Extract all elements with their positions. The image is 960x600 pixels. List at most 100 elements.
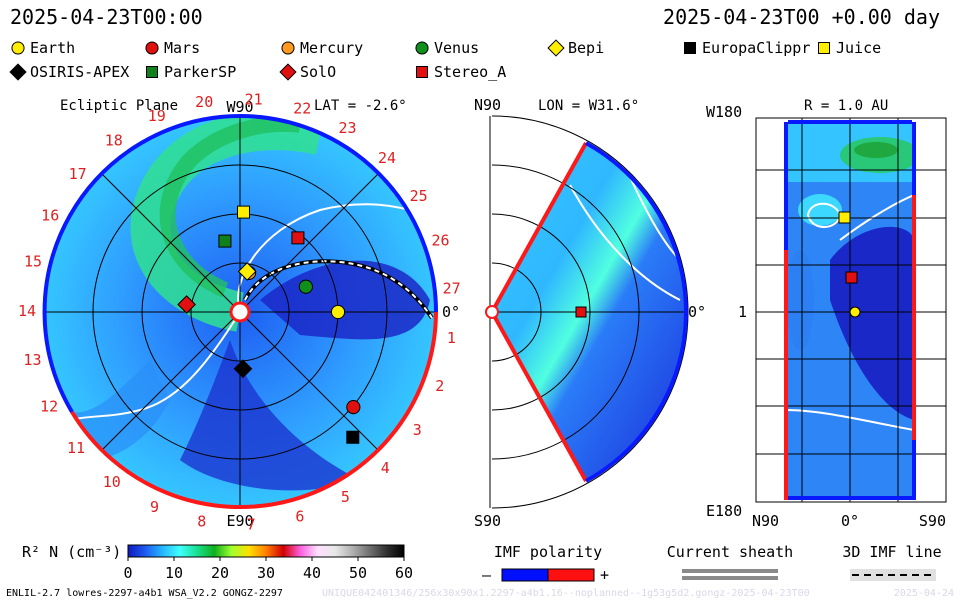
imf-line-title: 3D IMF line xyxy=(842,543,941,561)
europaclippr-marker-ecliptic xyxy=(346,430,360,444)
radial-x-label-0: 0° xyxy=(841,512,859,530)
carrington-label-6: 6 xyxy=(295,507,304,525)
stereo-a-marker-ecliptic xyxy=(291,231,305,245)
carrington-label-18: 18 xyxy=(105,131,123,149)
ecliptic-bottom-label: E90 xyxy=(226,512,253,530)
carrington-label-9: 9 xyxy=(150,498,159,516)
carrington-label-27: 27 xyxy=(443,279,461,297)
carrington-label-19: 19 xyxy=(148,107,166,125)
carrington-label-5: 5 xyxy=(341,488,350,506)
radial-mid-label: 1 xyxy=(738,303,747,321)
stereo-a-legend-marker xyxy=(416,66,428,78)
europaclippr-legend-label: EuropaClippr xyxy=(702,39,810,57)
europaclippr-legend-marker xyxy=(684,42,696,54)
current-sheath-legend: Current sheath xyxy=(667,543,793,580)
carrington-label-22: 22 xyxy=(293,99,311,117)
imf-minus: – xyxy=(482,566,492,584)
earth-legend-marker xyxy=(11,41,25,55)
stereo-a-marker-radial xyxy=(845,271,858,284)
colorbar-tick-label-20: 20 xyxy=(211,564,229,582)
ecliptic-markers xyxy=(177,205,361,444)
colorbar-tick-label-40: 40 xyxy=(303,564,321,582)
current-sheath-title: Current sheath xyxy=(667,543,793,561)
carrington-label-20: 20 xyxy=(195,93,213,111)
colorbar-label: R² N (cm⁻³) xyxy=(22,543,121,561)
date-tag: 2025-04-24 xyxy=(894,588,954,599)
ecliptic-title: Ecliptic Plane xyxy=(60,98,178,114)
juice-marker-radial xyxy=(838,211,851,224)
carrington-label-2: 2 xyxy=(435,377,444,395)
colorbar-tick-label-50: 50 xyxy=(349,564,367,582)
colorbar-tick-label-30: 30 xyxy=(257,564,275,582)
colorbar-tick-label-0: 0 xyxy=(123,564,132,582)
carrington-label-11: 11 xyxy=(67,439,85,457)
meridional-top-label: N90 xyxy=(474,96,501,114)
solo-marker-ecliptic xyxy=(177,295,196,314)
ecliptic-lat: LAT = -2.6° xyxy=(314,98,407,114)
radial-x-label-n90: N90 xyxy=(752,512,779,530)
imf-polarity-title: IMF polarity xyxy=(494,543,602,561)
carrington-label-26: 26 xyxy=(432,231,450,249)
mars-legend-marker xyxy=(145,41,159,55)
imf-positive-swatch xyxy=(547,568,595,582)
stereo-a-marker-meridional xyxy=(575,306,587,318)
carrington-label-1: 1 xyxy=(447,329,456,347)
bepi-legend-label: Bepi xyxy=(568,39,604,57)
juice-legend-marker xyxy=(818,42,830,54)
juice-marker-ecliptic xyxy=(236,205,250,219)
colorbar-tick-label-60: 60 xyxy=(395,564,413,582)
earth-marker-ecliptic xyxy=(330,304,346,320)
venus-legend-label: Venus xyxy=(434,39,479,57)
sun-marker xyxy=(229,301,251,323)
radial-top-label: W180 xyxy=(706,103,742,121)
venus-legend-marker xyxy=(415,41,429,55)
colorbar-ticks: 0 10 20 30 40 50 60 xyxy=(123,557,413,582)
mars-legend-label: Mars xyxy=(164,39,200,57)
mars-marker-ecliptic xyxy=(346,400,361,415)
carrington-label-24: 24 xyxy=(378,149,396,167)
bepi-legend-marker xyxy=(547,39,565,57)
carrington-label-21: 21 xyxy=(245,90,263,108)
radial-bottom-label: E180 xyxy=(706,502,742,520)
mercury-legend-label: Mercury xyxy=(300,39,363,57)
ecliptic-panel: Ecliptic Plane LAT = -2.6° xyxy=(18,90,461,533)
carrington-label-16: 16 xyxy=(41,206,59,224)
osiris-apex-legend-marker xyxy=(9,63,27,81)
earth-marker-radial xyxy=(849,306,861,318)
carrington-label-3: 3 xyxy=(413,421,422,439)
mercury-legend-marker xyxy=(281,41,295,55)
meridional-lon: LON = W31.6° xyxy=(538,98,639,114)
timestamp-right: 2025-04-23T00 +0.00 day xyxy=(663,5,940,29)
imf-polarity-legend: IMF polarity – + xyxy=(482,543,609,584)
meridional-panel: N90 LON = W31.6° S90 0° xyxy=(474,96,706,530)
colorbar-gradient xyxy=(128,545,404,557)
imf-line-legend: 3D IMF line xyxy=(842,543,942,581)
radial-r-label: R = 1.0 AU xyxy=(804,98,888,114)
carrington-label-17: 17 xyxy=(69,165,87,183)
colorbar: R² N (cm⁻³) 0 10 20 30 40 50 60 xyxy=(22,543,413,582)
parkersp-marker-ecliptic xyxy=(218,234,232,248)
meridional-bottom-label: S90 xyxy=(474,512,501,530)
ecliptic-right-label: 0° xyxy=(442,303,460,321)
solo-legend-marker xyxy=(279,63,297,81)
osiris-apex-legend-label: OSIRIS-APEX xyxy=(30,63,129,81)
carrington-label-4: 4 xyxy=(381,459,390,477)
carrington-label-23: 23 xyxy=(339,119,357,137)
carrington-label-13: 13 xyxy=(23,351,41,369)
colorbar-scale xyxy=(128,545,404,557)
timestamp-left: 2025-04-23T00:00 xyxy=(10,5,203,29)
solo-legend-label: SolO xyxy=(300,63,336,81)
carrington-label-14: 14 xyxy=(18,302,36,320)
run-id-watermark: UNIQUE042401346/256x30x90x1.2297-a4b1.16… xyxy=(322,588,810,599)
sun-marker-meridional xyxy=(485,305,499,319)
carrington-label-25: 25 xyxy=(410,187,428,205)
colorbar-tick-label-10: 10 xyxy=(165,564,183,582)
stereo-a-legend-label: Stereo_A xyxy=(434,63,506,81)
meridional-density-map xyxy=(492,143,685,481)
carrington-label-12: 12 xyxy=(40,397,58,415)
bepi-marker-ecliptic xyxy=(237,262,257,281)
parkersp-legend-marker xyxy=(146,66,158,78)
juice-legend-label: Juice xyxy=(836,39,881,57)
